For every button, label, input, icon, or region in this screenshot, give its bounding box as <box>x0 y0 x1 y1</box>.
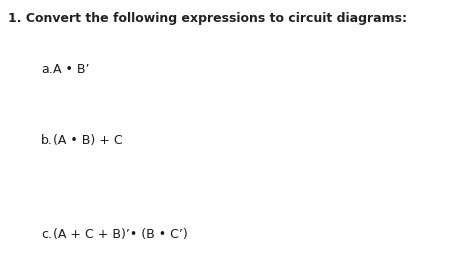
Text: a.: a. <box>41 63 53 76</box>
Text: c.: c. <box>41 228 52 241</box>
Text: 1. Convert the following expressions to circuit diagrams:: 1. Convert the following expressions to … <box>8 12 407 25</box>
Text: b.: b. <box>41 134 53 147</box>
Text: (A + C + B)’• (B • C’): (A + C + B)’• (B • C’) <box>53 228 187 241</box>
Text: A • B’: A • B’ <box>53 63 89 76</box>
Text: (A • B) + C: (A • B) + C <box>53 134 122 147</box>
